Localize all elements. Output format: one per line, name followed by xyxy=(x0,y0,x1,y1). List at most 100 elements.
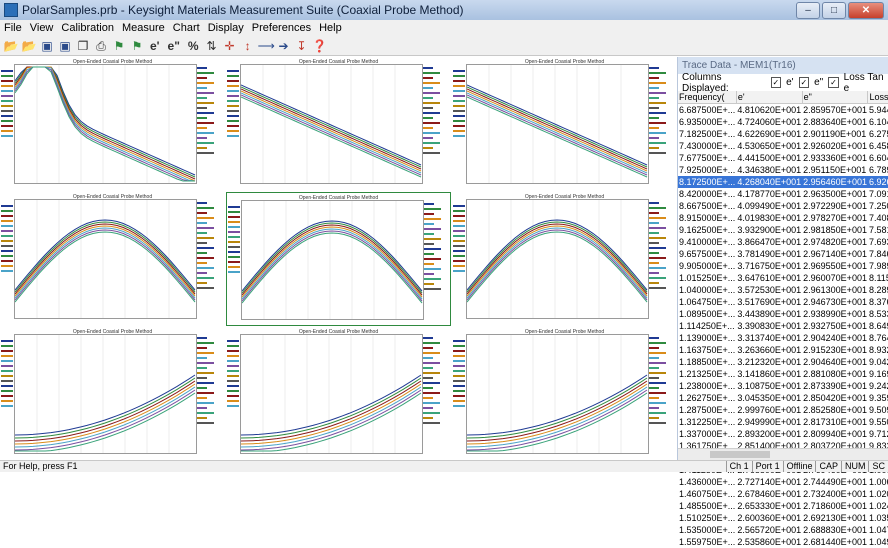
table-row[interactable]: 7.677500E+... 4.441500E+001 2.933360E+001 6… xyxy=(678,152,888,164)
table-row[interactable]: 1.139000E+... 3.313740E+001 2.904240E+001 8… xyxy=(678,332,888,344)
table-row[interactable]: 1.188500E+... 3.212320E+001 2.904640E+001 9… xyxy=(678,356,888,368)
maximize-button[interactable]: □ xyxy=(822,2,846,19)
table-row[interactable]: 1.436000E+... 2.727140E+001 2.744490E+001 1… xyxy=(678,476,888,488)
print-icon[interactable]: ⎙ xyxy=(96,38,106,53)
minimize-button[interactable]: – xyxy=(796,2,820,19)
table-row[interactable]: 1.213250E+... 3.141860E+001 2.881080E+001 9… xyxy=(678,368,888,380)
trace-table[interactable]: Frequency( e' e" Loss 6.687500E+... 4.810… xyxy=(678,91,888,548)
table-row[interactable]: 1.535000E+... 2.565720E+001 2.688830E+001 1… xyxy=(678,524,888,536)
chart-plot-area[interactable] xyxy=(14,199,197,319)
flag-alt-icon[interactable]: ⚑ xyxy=(131,38,143,53)
chart-panel[interactable]: Open-Ended Coaxial Probe Method xyxy=(452,192,677,326)
table-row[interactable]: 9.162500E+... 3.932900E+001 2.981850E+001 7… xyxy=(678,224,888,236)
table-row[interactable]: 1.337000E+... 2.893200E+001 2.809940E+001 9… xyxy=(678,428,888,440)
table-cell: 1.361750E+... xyxy=(679,441,736,451)
table-cell: 9.5502 xyxy=(868,417,888,427)
table-row[interactable]: 1.238000E+... 3.108750E+001 2.873390E+001 9… xyxy=(678,380,888,392)
table-row[interactable]: 1.312250E+... 2.949990E+001 2.817310E+001 9… xyxy=(678,416,888,428)
arrow-right-icon[interactable]: ➔ xyxy=(278,38,289,53)
chart-panel[interactable]: Open-Ended Coaxial Probe Method xyxy=(452,327,677,461)
table-cell: 8.2890 xyxy=(868,285,888,295)
edoubleprime-checkbox[interactable]: ✓ xyxy=(798,77,810,88)
save-as-icon[interactable]: ▣ xyxy=(59,38,71,53)
chart-panel[interactable]: Open-Ended Coaxial Probe Method xyxy=(0,192,225,326)
table-row[interactable]: 1.114250E+... 3.390830E+001 2.932750E+001 8… xyxy=(678,320,888,332)
table-row[interactable]: 1.089500E+... 3.443890E+001 2.938990E+001 8… xyxy=(678,308,888,320)
chart-panel[interactable]: Open-Ended Coaxial Probe Method xyxy=(226,192,451,326)
eprime-checkbox[interactable]: ✓ xyxy=(770,77,782,88)
table-row[interactable]: 1.510250E+... 2.600360E+001 2.692130E+001 1… xyxy=(678,512,888,524)
table-row[interactable]: 1.460750E+... 2.678460E+001 2.732400E+001 1… xyxy=(678,488,888,500)
menu-file[interactable]: File xyxy=(4,22,22,34)
chart-plot-area[interactable] xyxy=(240,64,423,184)
col-frequency[interactable]: Frequency( xyxy=(678,91,737,104)
table-row[interactable]: 1.361750E+... 2.851400E+001 2.803720E+001 9… xyxy=(678,440,888,452)
table-row[interactable]: 1.064750E+... 3.517690E+001 2.946730E+001 8… xyxy=(678,296,888,308)
chart-plot-area[interactable] xyxy=(241,200,424,320)
chart-plot-area[interactable] xyxy=(14,64,197,184)
marker-icon[interactable]: ✛ xyxy=(224,38,235,53)
edoubleprime-button[interactable]: e" xyxy=(167,38,180,53)
table-row[interactable]: 1.040000E+... 3.572530E+001 2.961300E+001 8… xyxy=(678,284,888,296)
limit-icon[interactable]: ↧ xyxy=(296,38,307,53)
chart-curve xyxy=(466,219,648,291)
menu-display[interactable]: Display xyxy=(207,22,244,34)
chart-panel[interactable]: Open-Ended Coaxial Probe Method xyxy=(226,57,451,191)
col-loss[interactable]: Loss xyxy=(867,91,888,104)
table-row[interactable]: 7.925000E+... 4.346380E+001 2.951150E+001 6… xyxy=(678,164,888,176)
close-button[interactable]: ✕ xyxy=(848,2,884,19)
table-row[interactable]: 9.410000E+... 3.866470E+001 2.974820E+001 7… xyxy=(678,236,888,248)
arrow-line-icon[interactable]: ⟶ xyxy=(257,38,275,53)
table-row[interactable]: 9.905000E+... 3.716750E+001 2.969550E+001 7… xyxy=(678,260,888,272)
table-row[interactable]: 7.182500E+... 4.622690E+001 2.901190E+001 6… xyxy=(678,128,888,140)
copy-icon[interactable]: ❐ xyxy=(77,38,89,53)
table-cell: 2.949990E+001 xyxy=(737,417,802,427)
menu-help[interactable]: Help xyxy=(319,22,342,34)
help-icon[interactable]: ❓ xyxy=(312,38,328,53)
menu-preferences[interactable]: Preferences xyxy=(251,22,312,34)
losstan-checkbox[interactable]: ✓ xyxy=(828,77,839,88)
eprime-button[interactable]: e' xyxy=(150,38,160,53)
open-icon[interactable]: 📂 xyxy=(3,38,19,53)
table-row[interactable]: 1.559750E+... 2.535860E+001 2.681440E+001 1… xyxy=(678,536,888,548)
chart-panel[interactable]: Open-Ended Coaxial Probe Method xyxy=(452,57,677,191)
chart-curve xyxy=(14,219,196,291)
table-row[interactable]: 7.430000E+... 4.530650E+001 2.926020E+001 6… xyxy=(678,140,888,152)
chart-panel[interactable]: Open-Ended Coaxial Probe Method xyxy=(226,327,451,461)
horizontal-scrollbar[interactable] xyxy=(678,448,888,460)
table-row[interactable]: 8.667500E+... 4.099490E+001 2.972290E+001 7… xyxy=(678,200,888,212)
table-cell: 4.268040E+001 xyxy=(736,176,803,188)
table-row[interactable]: 6.935000E+... 4.724060E+001 2.883640E+001 6… xyxy=(678,116,888,128)
table-row[interactable]: 9.657500E+... 3.781490E+001 2.967140E+001 7… xyxy=(678,248,888,260)
menu-chart[interactable]: Chart xyxy=(172,22,200,34)
chart-panel[interactable]: Open-Ended Coaxial Probe Method xyxy=(0,327,225,461)
save-icon[interactable]: ▣ xyxy=(41,38,53,53)
table-row[interactable]: 1.485500E+... 2.653330E+001 2.718600E+001 1… xyxy=(678,500,888,512)
col-edoubleprime[interactable]: e" xyxy=(802,91,869,104)
chart-plot-area[interactable] xyxy=(466,199,649,319)
arrows-icon[interactable]: ↕ xyxy=(244,38,251,53)
table-row[interactable]: 8.420000E+... 4.178770E+001 2.963500E+001 7… xyxy=(678,188,888,200)
table-row[interactable]: 8.172500E+... 4.268040E+001 2.956460E+001 6… xyxy=(678,176,888,188)
chart-panel[interactable]: Open-Ended Coaxial Probe Method xyxy=(0,57,225,191)
flag-icon[interactable]: ⚑ xyxy=(113,38,125,53)
col-eprime[interactable]: e' xyxy=(736,91,803,104)
chart-plot-area[interactable] xyxy=(466,334,649,454)
open-alt-icon[interactable]: 📂 xyxy=(21,38,37,53)
table-row[interactable]: 6.687500E+... 4.810620E+001 2.859570E+001 5… xyxy=(678,104,888,117)
table-row[interactable]: 1.015250E+... 3.647610E+001 2.960070E+001 8… xyxy=(678,272,888,284)
table-row[interactable]: 1.163750E+... 3.263660E+001 2.915230E+001 8… xyxy=(678,344,888,356)
chart-plot-area[interactable] xyxy=(240,334,423,454)
percent-button[interactable]: % xyxy=(187,38,199,53)
chart-plot-area[interactable] xyxy=(14,334,197,454)
table-cell: 3.045350E+001 xyxy=(737,393,802,403)
menu-calibration[interactable]: Calibration xyxy=(61,22,114,34)
menu-measure[interactable]: Measure xyxy=(121,22,165,34)
scale-icon[interactable]: ⇅ xyxy=(206,38,217,53)
chart-plot-area[interactable] xyxy=(466,64,649,184)
table-row[interactable]: 8.915000E+... 4.019830E+001 2.978270E+001 7… xyxy=(678,212,888,224)
table-row[interactable]: 1.262750E+... 3.045350E+001 2.850420E+001 9… xyxy=(678,392,888,404)
menu-view[interactable]: View xyxy=(29,22,54,34)
scrollbar-thumb[interactable] xyxy=(710,451,770,458)
table-row[interactable]: 1.287500E+... 2.999760E+001 2.852580E+001 9… xyxy=(678,404,888,416)
